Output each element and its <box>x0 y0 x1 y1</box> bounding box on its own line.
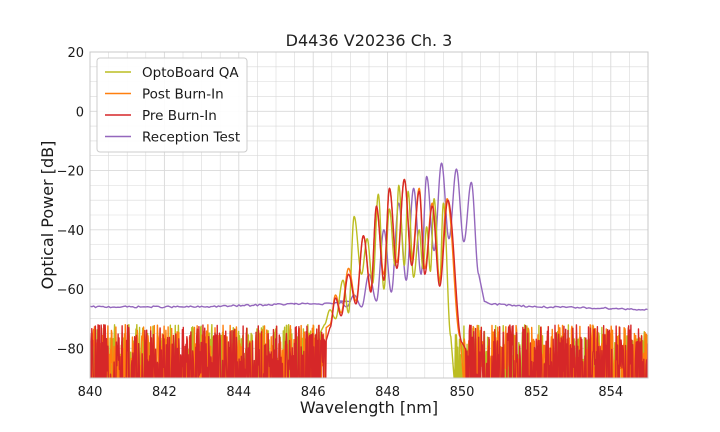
y-axis-label: Optical Power [dB] <box>38 141 57 290</box>
x-axis-label: Wavelength [nm] <box>300 398 438 417</box>
y-tick-label: 20 <box>67 46 84 61</box>
y-tick-label: −20 <box>57 165 84 180</box>
plot-frame <box>89 51 649 379</box>
x-tick-label: 844 <box>226 385 251 400</box>
x-tick-labels: 840 842 844 846 848 850 852 854 <box>78 385 624 400</box>
legend: OptoBoard QA Post Burn-In Pre Burn-In Recep… <box>96 57 248 153</box>
x-tick-label: 852 <box>524 385 549 400</box>
legend-box <box>96 57 248 153</box>
series-layer <box>90 162 648 378</box>
x-tick-label: 854 <box>598 385 623 400</box>
x-tick-label: 850 <box>450 385 475 400</box>
x-tick-label: 842 <box>152 385 177 400</box>
chart-title: D4436 V20236 Ch. 3 <box>286 31 453 50</box>
y-tick-label: 0 <box>76 105 84 120</box>
legend-label: Reception Test <box>142 130 240 146</box>
legend-label: Post Burn-In <box>142 87 224 103</box>
series-line-pre-burn-in <box>90 178 648 378</box>
x-tick-label: 840 <box>78 385 103 400</box>
legend-label: Pre Burn-In <box>142 108 217 124</box>
legend-label: OptoBoard QA <box>142 65 239 81</box>
x-tick-label: 848 <box>375 385 400 400</box>
series-line-reception-test <box>90 162 648 311</box>
y-tick-labels: 20 0 −20 −40 −60 −80 <box>57 46 84 357</box>
y-tick-label: −60 <box>57 283 84 298</box>
y-tick-label: −80 <box>57 342 84 357</box>
x-tick-label: 846 <box>301 385 326 400</box>
y-tick-label: −40 <box>57 224 84 239</box>
